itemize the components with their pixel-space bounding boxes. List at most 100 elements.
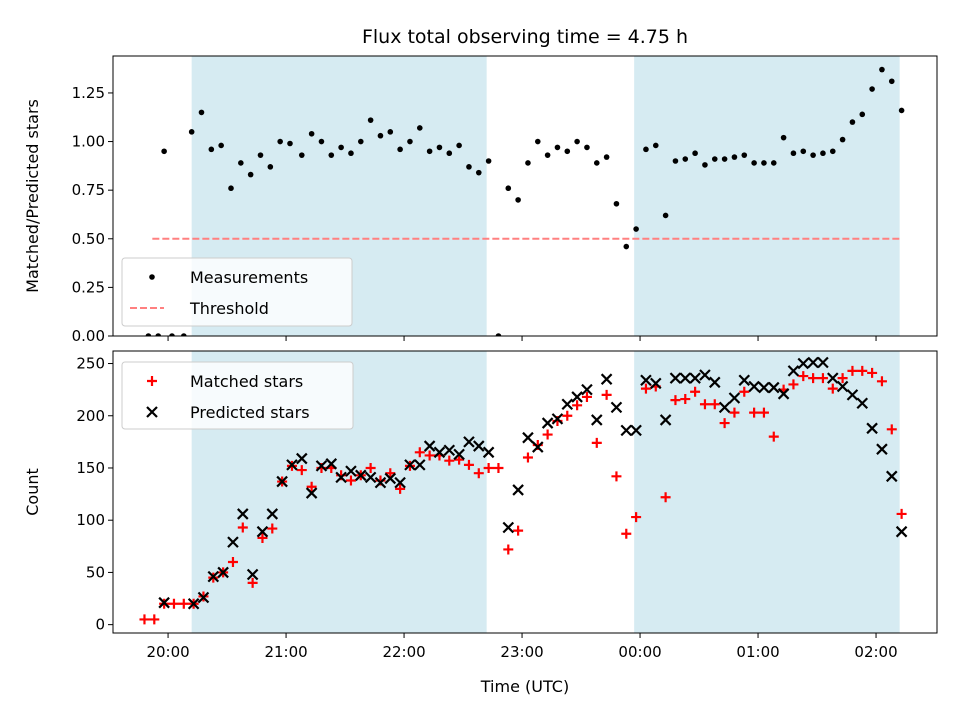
matched-star-point	[306, 481, 317, 492]
y-tick-label: 0	[95, 616, 105, 634]
measurement-point	[180, 333, 187, 336]
measurement-point	[672, 158, 679, 164]
matched-star-point	[867, 367, 878, 378]
predicted-star-point	[836, 380, 849, 393]
predicted-star-point	[394, 476, 406, 489]
legend-label: Matched stars	[190, 372, 303, 391]
measurement-point	[800, 148, 807, 155]
predicted-star-point	[600, 373, 613, 385]
chart-title: Flux total observing time = 4.75 h	[362, 26, 688, 48]
measurement-point	[466, 164, 472, 170]
predicted-star-point	[305, 487, 318, 499]
matched-star-point	[257, 532, 268, 543]
matched-star-point	[227, 556, 238, 567]
y-axis-label: Matched/Predicted stars	[23, 99, 42, 293]
matched-star-point	[365, 462, 376, 473]
measurement-point	[603, 154, 610, 160]
measurement-point	[198, 109, 205, 116]
measurement-point	[161, 148, 167, 155]
measurement-point	[397, 146, 403, 153]
matched-star-point	[493, 462, 504, 473]
measurement-point	[859, 111, 866, 118]
predicted-star-point	[650, 377, 662, 390]
measurement-point	[633, 226, 639, 232]
legend-label: Measurements	[190, 268, 308, 287]
measurement-point	[357, 138, 364, 145]
matched-star-point	[709, 399, 720, 410]
matched-star-point	[876, 376, 887, 387]
matched-star-point	[247, 577, 258, 588]
predicted-star-point	[256, 525, 269, 538]
predicted-star-point	[414, 459, 426, 471]
shaded-interval	[634, 56, 900, 336]
predicted-star-point	[473, 440, 485, 452]
measurement-point	[751, 160, 757, 166]
y-tick-label: 150	[76, 459, 105, 477]
measurement-point	[731, 154, 738, 160]
matched-star-point	[798, 371, 809, 382]
predicted-star-point	[335, 471, 347, 484]
predicted-star-point	[443, 444, 456, 456]
measurement-point	[888, 78, 895, 85]
predicted-star-point	[237, 508, 249, 520]
shaded-interval	[634, 351, 900, 633]
matched-star-point	[463, 459, 474, 470]
measurement-point	[298, 152, 305, 158]
predicted-star-point	[591, 414, 603, 426]
predicted-star-point	[718, 401, 731, 414]
x-tick-label: 02:00	[854, 643, 897, 661]
matched-star-point	[444, 455, 455, 466]
matched-star-point	[690, 386, 701, 397]
measurement-point	[790, 150, 797, 157]
x-tick-label: 20:00	[146, 643, 189, 661]
predicted-star-point	[522, 431, 534, 444]
measurement-point	[416, 125, 423, 131]
x-tick-label: 21:00	[264, 643, 307, 661]
matched-star-point	[788, 379, 799, 390]
predicted-star-point	[640, 374, 652, 387]
matched-star-point	[385, 468, 396, 479]
predicted-star-point	[364, 471, 377, 484]
x-tick-label: 23:00	[500, 643, 543, 661]
y-axis-label: Count	[23, 468, 42, 516]
predicted-star-point	[541, 417, 554, 429]
x-tick-label: 22:00	[382, 643, 425, 661]
measurement-point	[770, 160, 777, 166]
axes-frame	[112, 350, 938, 634]
measurement-point	[692, 150, 698, 157]
predicted-star-point	[217, 566, 229, 579]
measurement-point	[348, 150, 354, 157]
matched-star-point	[896, 508, 907, 519]
predicted-star-point	[797, 357, 810, 370]
predicted-star-point	[895, 525, 908, 538]
y-tick-label: 0.50	[72, 230, 105, 248]
measurement-point	[810, 152, 816, 158]
matched-star-point	[513, 525, 524, 536]
matched-star-point	[296, 465, 307, 476]
matched-star-point	[719, 418, 730, 429]
matched-star-point	[837, 373, 848, 384]
predicted-star-point	[246, 568, 259, 581]
predicted-star-point	[325, 458, 338, 470]
matched-star-point	[581, 391, 592, 402]
predicted-star-point	[728, 392, 741, 404]
predicted-star-point	[197, 591, 210, 604]
measurement-point	[505, 185, 512, 192]
measurement-point	[534, 138, 541, 145]
y-tick-label: 0.00	[72, 327, 105, 345]
matched-star-point	[729, 407, 740, 418]
matched-star-point	[660, 492, 671, 503]
measurement-point	[145, 333, 152, 336]
y-tick-label: 100	[76, 511, 105, 529]
predicted-star-point	[532, 441, 544, 453]
y-tick-label: 1.25	[72, 84, 105, 102]
predicted-star-point	[679, 372, 692, 384]
measurement-point	[623, 243, 630, 250]
measurement-point	[544, 152, 551, 158]
matched-star-point	[503, 544, 514, 555]
predicted-star-point	[453, 448, 465, 461]
matched-star-point	[670, 395, 681, 406]
predicted-star-point	[296, 452, 308, 465]
predicted-star-point	[266, 508, 279, 520]
